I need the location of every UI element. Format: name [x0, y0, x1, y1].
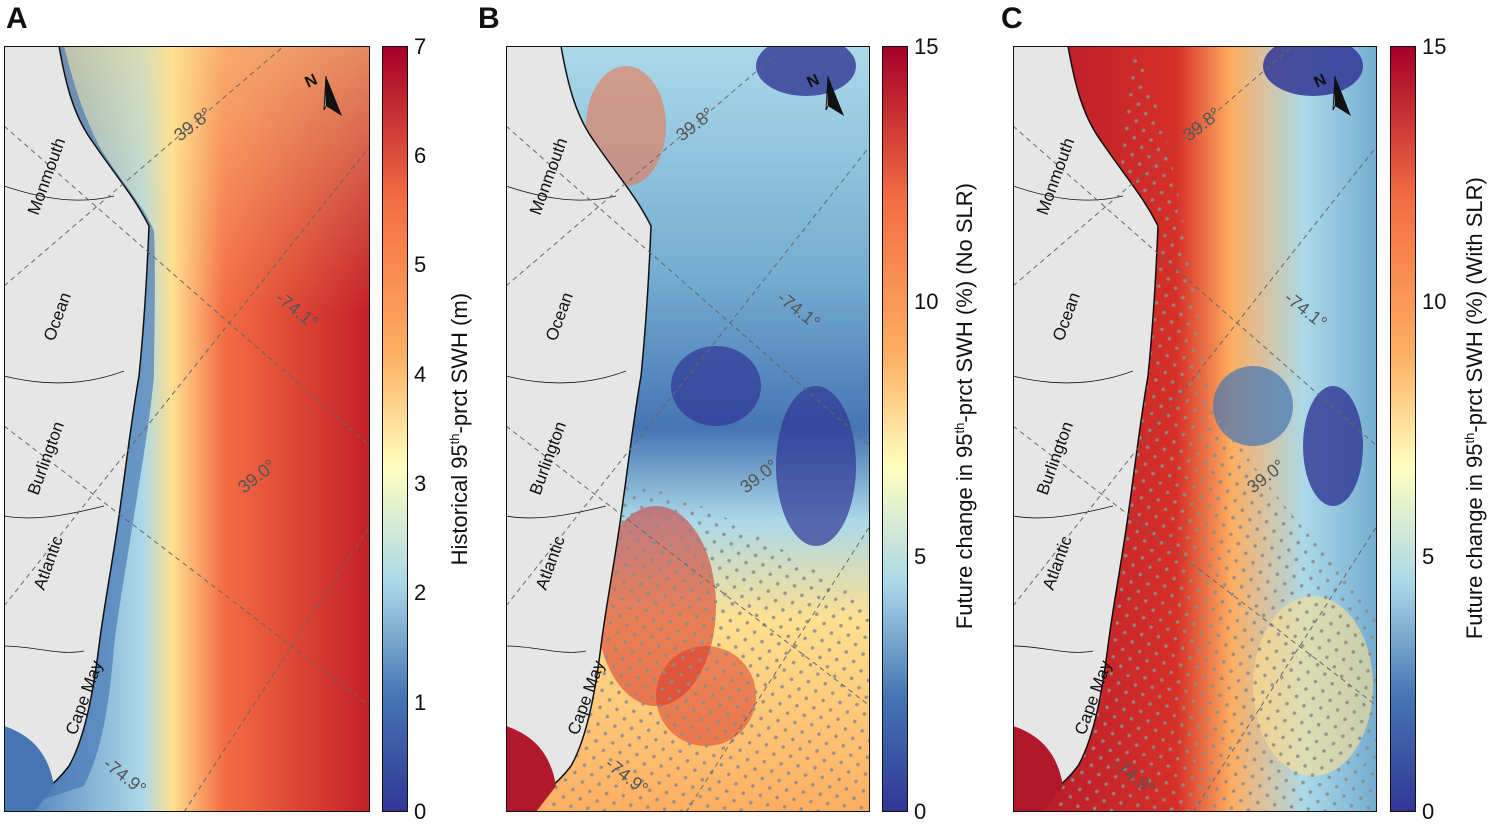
cb-a-tick-1: 1	[414, 690, 427, 715]
cb-c-tick-5: 5	[1422, 544, 1435, 569]
cb-c-tick-10: 10	[1422, 289, 1447, 314]
cb-b-tick-10: 10	[914, 289, 939, 314]
cb-a-tick-2: 2	[414, 580, 427, 605]
land	[4, 46, 150, 812]
colorbar-c	[1390, 46, 1416, 812]
cb-a-tick-3: 3	[414, 471, 427, 496]
land	[1013, 46, 1159, 812]
map-panel-c: 39.8° 39.0° -74.1° -74.9° Monmouth Ocean…	[1013, 46, 1377, 812]
colorbar-b	[882, 46, 908, 812]
cb-c-tick-15: 15	[1422, 34, 1447, 59]
cb-a-tick-5: 5	[414, 252, 427, 277]
cb-b-tick-5: 5	[914, 544, 927, 569]
panel-letter-a: A	[6, 2, 28, 35]
cb-a-tick-6: 6	[414, 143, 427, 168]
colorbar-a-label: Historical 95th-prct SWH (m)	[446, 292, 473, 566]
cb-b-tick-0: 0	[914, 799, 927, 824]
cb-c-tick-0: 0	[1422, 799, 1435, 824]
map-panel-a: 39.8° 39.0° -74.1° -74.9° Monmouth Ocean…	[4, 46, 370, 812]
cb-a-tick-7: 7	[414, 34, 427, 59]
panel-letter-c: C	[1001, 2, 1023, 35]
north-arrow-icon: N	[303, 71, 342, 116]
colorbar-a	[382, 46, 408, 812]
land	[506, 46, 652, 812]
map-panel-b: 39.8° 39.0° -74.1° -74.9° Monmouth Ocean…	[506, 46, 870, 812]
colorbar-b-label: Future change in 95th-prct SWH (%) (No S…	[951, 183, 978, 630]
panel-letter-b: B	[478, 2, 500, 35]
colorbar-c-label: Future change in 95th-prct SWH (%) (With…	[1461, 177, 1488, 640]
cb-b-tick-15: 15	[914, 34, 939, 59]
cb-a-tick-0: 0	[414, 799, 427, 824]
cb-a-tick-4: 4	[414, 362, 427, 387]
